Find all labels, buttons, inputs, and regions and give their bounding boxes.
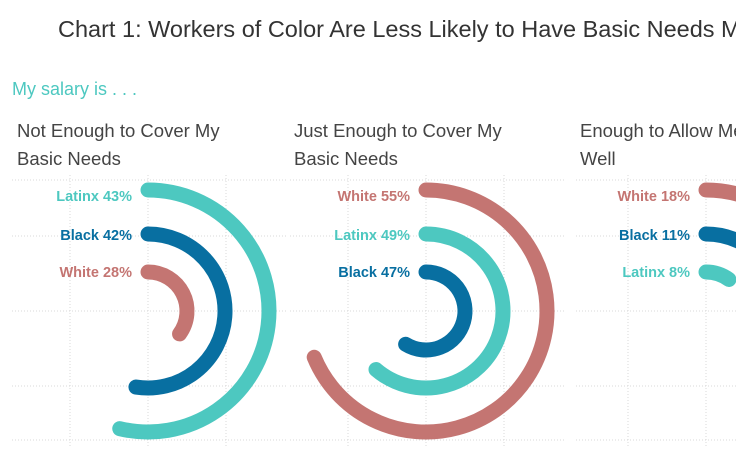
arc-black: [398, 264, 473, 358]
radial-panel-0: Latinx 43% Black 42% White 28%: [12, 175, 286, 448]
arc-white: [140, 264, 195, 342]
arc-latinx: [698, 264, 736, 287]
panel-title-enough-to-live-well: Enough to Allow Me to Live Well: [580, 120, 736, 169]
radial-panel-2: White 18% Black 11% Latinx 8%: [576, 175, 736, 448]
radial-panel-1: White 55% Latinx 49% Black 47%: [290, 175, 566, 448]
arc-black: [128, 226, 233, 396]
data-label-black: Black 47%: [338, 265, 410, 281]
data-label-latinx: Latinx 8%: [622, 265, 690, 281]
chart-subtitle: My salary is . . .: [12, 79, 138, 99]
arc-white: [306, 182, 555, 440]
data-label-white: White 55%: [337, 189, 410, 205]
data-label-black: Black 11%: [619, 228, 690, 244]
panel-title-just-enough: Just Enough to Cover My Basic Needs: [294, 120, 502, 169]
data-label-latinx: Latinx 43%: [56, 189, 132, 205]
data-label-white: White 28%: [59, 265, 132, 281]
arc-latinx: [112, 182, 277, 440]
data-label-white: White 18%: [617, 189, 690, 205]
data-label-latinx: Latinx 49%: [334, 228, 410, 244]
panel-title-not-enough: Not Enough to Cover My Basic Needs: [17, 120, 220, 169]
arc-white: [698, 182, 736, 202]
chart-title: Chart 1: Workers of Color Are Less Likel…: [58, 16, 736, 42]
data-label-black: Black 42%: [60, 228, 132, 244]
arc-black: [698, 226, 736, 249]
arc-latinx: [368, 226, 511, 396]
